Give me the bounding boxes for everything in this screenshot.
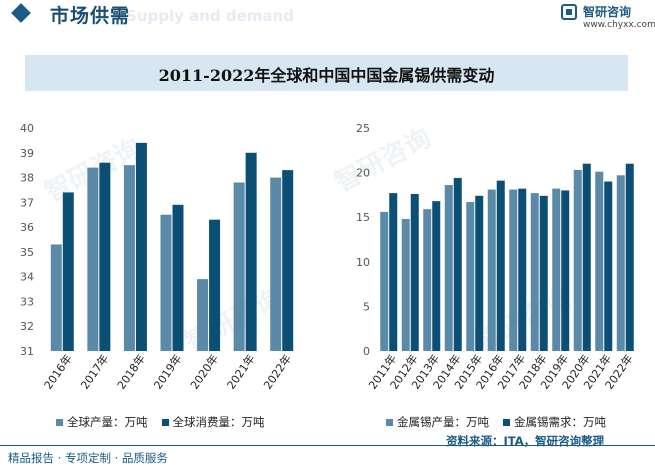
bar <box>530 193 539 351</box>
bar <box>160 214 172 351</box>
x-tick-label: 2022年 <box>260 352 294 392</box>
footer-divider <box>0 445 655 446</box>
bar <box>245 152 257 351</box>
legend-swatch <box>503 419 510 426</box>
y-tick-label: 34 <box>20 271 34 284</box>
y-tick-label: 37 <box>20 196 34 209</box>
bar <box>582 163 591 351</box>
y-tick-label: 20 <box>356 167 370 180</box>
bar <box>518 188 527 351</box>
legend-label: 金属锡产量：万吨 <box>397 415 489 429</box>
bar <box>282 170 294 351</box>
bar <box>453 177 462 351</box>
y-tick-label: 38 <box>20 172 34 185</box>
legend-left: 全球产量：万吨 全球消费量：万吨 <box>56 414 279 430</box>
x-tick-label: 2020年 <box>187 352 221 392</box>
bar <box>539 195 548 351</box>
bar <box>401 218 410 351</box>
bar <box>123 165 135 351</box>
bar <box>423 209 432 351</box>
y-tick-label: 33 <box>20 295 34 308</box>
bar <box>233 182 245 351</box>
bar <box>50 244 62 351</box>
x-tick-label: 2018年 <box>114 352 148 392</box>
y-tick-label: 36 <box>20 221 34 234</box>
y-tick-label: 15 <box>356 211 370 224</box>
y-tick-label: 39 <box>20 147 34 160</box>
bar <box>616 175 625 351</box>
bar <box>444 185 453 351</box>
bar <box>87 167 99 351</box>
bar <box>625 163 634 351</box>
y-tick-label: 32 <box>20 320 34 333</box>
bar <box>135 142 147 351</box>
bar <box>270 177 282 351</box>
legend-item: 金属锡产量：万吨 <box>386 414 489 430</box>
x-tick-label: 2021年 <box>224 352 258 392</box>
bar <box>432 201 441 351</box>
y-tick-label: 0 <box>363 345 370 358</box>
footer-tagline: 精品报告 · 专项定制 · 品质服务 <box>8 451 168 465</box>
bar <box>466 202 475 351</box>
bar <box>496 180 505 351</box>
x-tick-label: 2019年 <box>151 352 185 392</box>
bar <box>573 169 582 351</box>
legend-item: 全球消费量：万吨 <box>161 414 265 430</box>
bar <box>99 162 111 351</box>
y-tick-label: 5 <box>363 300 370 313</box>
legend-item: 金属锡需求：万吨 <box>503 414 606 430</box>
logo-name: 智研咨询 <box>583 5 632 19</box>
legend-label: 金属锡需求：万吨 <box>514 415 606 429</box>
logo-url: www.chyxx.com <box>583 20 655 30</box>
legend-right: 金属锡产量：万吨 金属锡需求：万吨 <box>386 414 620 430</box>
x-tick-label: 2016年 <box>41 352 75 392</box>
legend-swatch <box>161 419 169 426</box>
bar <box>410 194 419 351</box>
chart-title-band: 2011-2022年全球和中国中国金属锡供需变动 <box>25 55 628 91</box>
bar <box>475 195 484 351</box>
y-tick-label: 40 <box>20 122 34 135</box>
bar <box>197 279 209 351</box>
y-tick-label: 10 <box>356 256 370 269</box>
section-title: 市场供需 <box>50 5 131 27</box>
bar <box>389 193 398 351</box>
bar <box>62 192 74 351</box>
bar <box>487 189 496 351</box>
y-tick-label: 25 <box>356 122 370 135</box>
bar <box>509 189 518 351</box>
y-tick-label: 31 <box>20 345 34 358</box>
source-note: 资料来源：ITA，智研咨询整理 <box>446 434 605 448</box>
legend-label: 全球消费量：万吨 <box>172 415 265 429</box>
bar <box>209 219 221 351</box>
legend-swatch <box>56 419 63 426</box>
chart-main-title: 2011-2022年全球和中国中国金属锡供需变动 <box>158 66 495 85</box>
header: Supply and demand 市场供需 智研咨询 www.chyxx.co… <box>0 0 655 46</box>
bar <box>561 190 570 351</box>
header-ghost-text: Supply and demand <box>126 7 294 25</box>
bar <box>552 188 561 351</box>
bar <box>380 211 389 351</box>
legend-swatch <box>386 419 393 426</box>
logo-icon <box>561 4 577 20</box>
bar <box>172 204 184 351</box>
y-tick-label: 35 <box>20 246 34 259</box>
bar <box>604 181 613 351</box>
bar <box>595 171 604 351</box>
legend-item: 全球产量：万吨 <box>56 414 148 430</box>
legend-label: 全球产量：万吨 <box>67 415 148 429</box>
x-tick-label: 2017年 <box>77 352 111 392</box>
